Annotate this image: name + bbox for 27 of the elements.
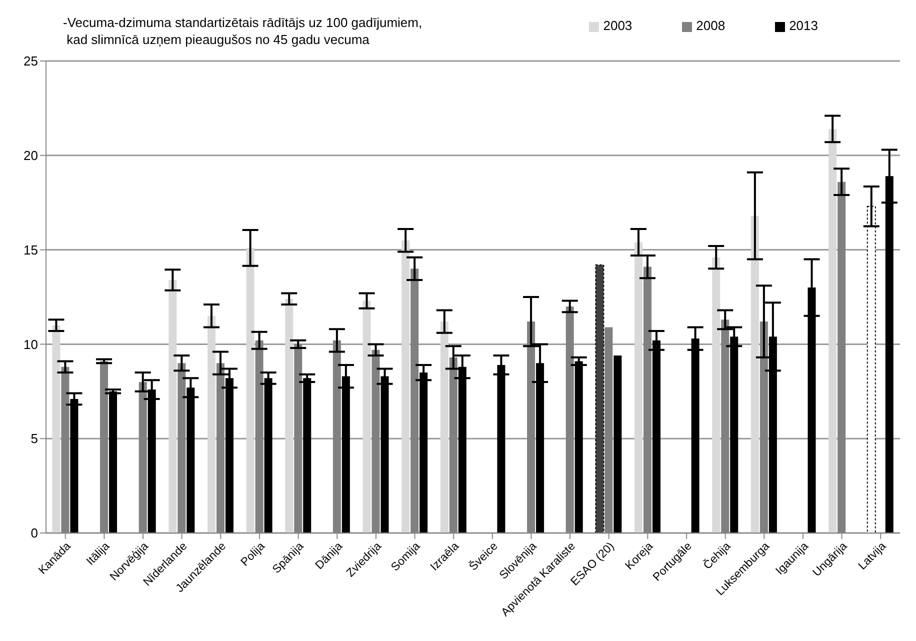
bar <box>402 240 410 533</box>
chart-title: -Vecuma-dzimuma standartizētais rādītājs uz 100 gadījumiem, kad slimnīcā uzņem pieaugušos no 45 gadu vecuma <box>63 14 422 48</box>
y-tick-label: 20 <box>24 148 38 164</box>
bar <box>246 248 254 533</box>
legend-label: 2008 <box>696 18 726 33</box>
bar <box>750 216 759 533</box>
bar <box>595 264 604 533</box>
bar <box>574 361 583 533</box>
y-tick-label: 0 <box>30 526 38 541</box>
bar <box>828 128 837 533</box>
legend-label: 2013 <box>789 18 818 33</box>
bar <box>285 298 294 533</box>
bar <box>52 325 60 533</box>
bar <box>303 378 312 533</box>
bar <box>168 280 177 533</box>
bar <box>712 257 720 533</box>
y-tick-label: 5 <box>30 431 38 446</box>
bar <box>614 356 622 533</box>
y-tick-label: 25 <box>24 54 38 69</box>
bar <box>362 300 371 533</box>
bar <box>634 242 642 533</box>
bar <box>440 322 448 533</box>
y-tick-label: 15 <box>24 242 38 258</box>
bar <box>207 316 216 533</box>
y-tick-label: 10 <box>24 336 38 352</box>
bar <box>109 391 118 533</box>
legend-label: 2003 <box>603 18 632 33</box>
